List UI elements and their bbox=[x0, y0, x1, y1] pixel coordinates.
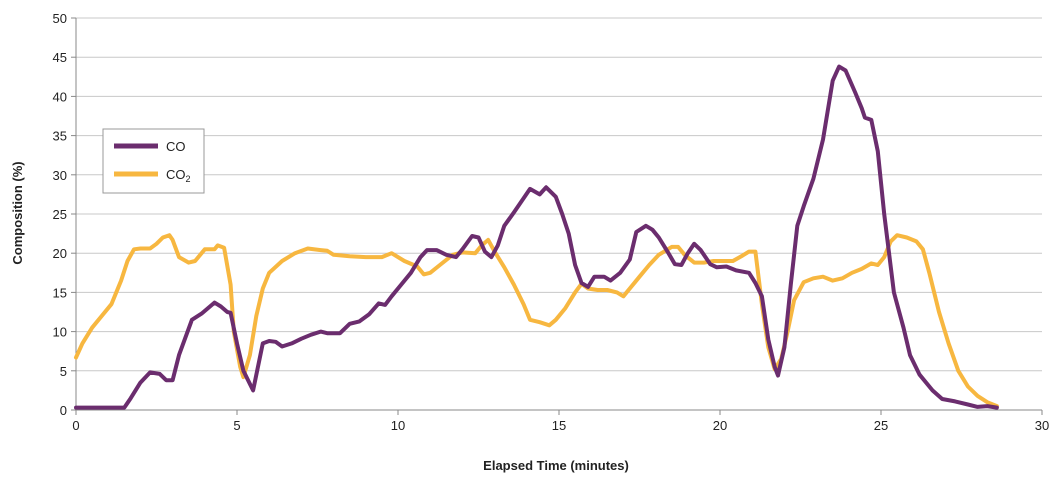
x-tick-label: 10 bbox=[391, 418, 405, 433]
legend-label-co2-subscript: 2 bbox=[186, 174, 191, 184]
legend-label-co2-main: CO bbox=[166, 167, 186, 182]
series-line-co bbox=[74, 64, 999, 410]
x-tick-label: 20 bbox=[713, 418, 727, 433]
y-tick-label: 5 bbox=[60, 364, 67, 379]
y-tick-label: 45 bbox=[53, 50, 67, 65]
y-tick-label: 15 bbox=[53, 285, 67, 300]
y-tick-label: 10 bbox=[53, 325, 67, 340]
x-tick-label: 25 bbox=[874, 418, 888, 433]
x-axis-title: Elapsed Time (minutes) bbox=[483, 458, 629, 473]
y-tick-label: 30 bbox=[53, 168, 67, 183]
y-tick-label: 20 bbox=[53, 246, 67, 261]
y-tick-label: 0 bbox=[60, 403, 67, 418]
y-tick-label: 25 bbox=[53, 207, 67, 222]
legend: CO CO2 bbox=[102, 128, 205, 194]
y-tick-label: 50 bbox=[53, 11, 67, 26]
x-tick-label: 15 bbox=[552, 418, 566, 433]
x-tick-label: 5 bbox=[233, 418, 240, 433]
legend-label-co: CO bbox=[166, 139, 186, 154]
y-axis-ticks: 0 5 10 15 20 25 30 35 40 45 50 bbox=[53, 11, 76, 418]
grid-lines bbox=[76, 17, 1042, 372]
legend-label-co2: CO2 bbox=[166, 167, 191, 184]
series-line-co2 bbox=[74, 233, 999, 409]
legend-box bbox=[102, 128, 205, 194]
y-tick-label: 40 bbox=[53, 89, 67, 104]
x-tick-label: 30 bbox=[1035, 418, 1049, 433]
x-tick-label: 0 bbox=[72, 418, 79, 433]
series-layer bbox=[74, 64, 999, 410]
y-tick-label: 35 bbox=[53, 129, 67, 144]
y-axis-title: Composition (%) bbox=[10, 161, 25, 264]
x-axis-ticks: 0 5 10 15 20 25 30 bbox=[72, 410, 1049, 433]
